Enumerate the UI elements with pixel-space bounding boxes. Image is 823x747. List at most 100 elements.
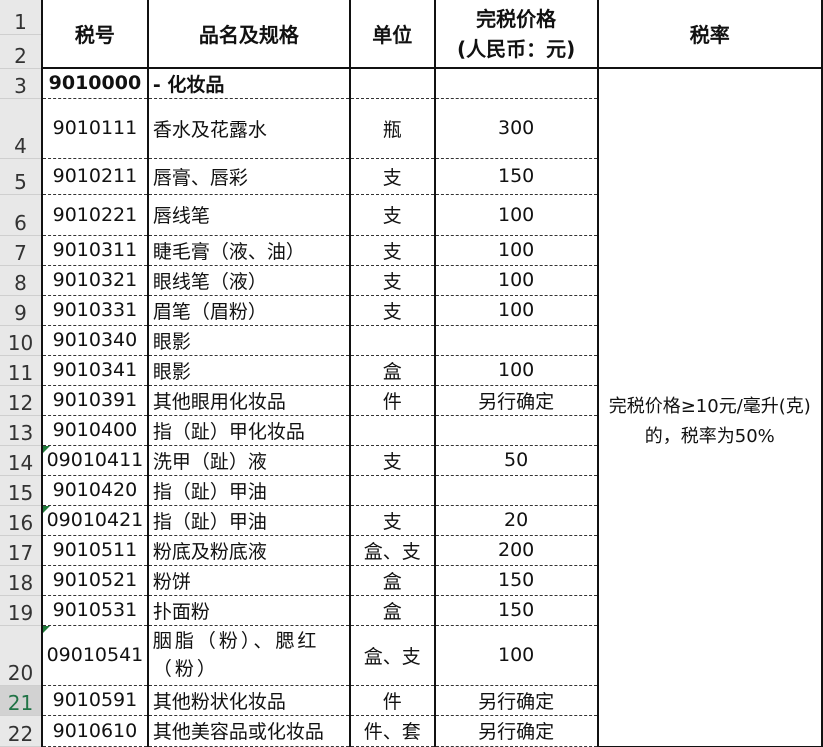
name-cell[interactable]: 眼线笔（液） <box>146 265 351 296</box>
rate-cell[interactable]: 完税价格≥10元/毫升(克)的，税率为50% <box>596 98 823 747</box>
name-cell[interactable]: 胭脂（粉）、腮红（粉） <box>146 625 351 686</box>
code-cell[interactable]: 9010591 <box>40 685 149 716</box>
code-cell[interactable]: 9010340 <box>40 325 149 356</box>
code-cell[interactable]: 9010511 <box>40 535 149 566</box>
unit-cell[interactable]: 盒 <box>348 595 436 626</box>
price-cell[interactable]: 100 <box>433 625 599 686</box>
row-header[interactable]: 14 <box>0 445 43 476</box>
row-header[interactable]: 11 <box>0 355 43 386</box>
unit-cell[interactable]: 件 <box>348 685 436 716</box>
name-cell[interactable]: 唇膏、唇彩 <box>146 158 351 195</box>
unit-cell[interactable]: 支 <box>348 295 436 326</box>
unit-cell[interactable]: 盒、支 <box>348 535 436 566</box>
unit-cell[interactable]: 支 <box>348 194 436 236</box>
row-header[interactable]: 19 <box>0 595 43 626</box>
price-cell[interactable]: 100 <box>433 355 599 386</box>
row-header[interactable]: 6 <box>0 194 43 236</box>
row-header[interactable]: 20 <box>0 625 43 686</box>
name-cell[interactable]: 睫毛膏（液、油） <box>146 235 351 266</box>
price-cell[interactable]: 150 <box>433 565 599 596</box>
unit-cell[interactable]: 支 <box>348 158 436 195</box>
code-cell[interactable]: 9010420 <box>40 475 149 506</box>
name-cell[interactable]: 洗甲（趾）液 <box>146 445 351 476</box>
unit-cell[interactable] <box>348 325 436 356</box>
price-cell[interactable]: 100 <box>433 235 599 266</box>
row-header[interactable]: 18 <box>0 565 43 596</box>
row-header[interactable]: 10 <box>0 325 43 356</box>
code-cell[interactable]: 9010610 <box>40 715 149 747</box>
category-code-cell[interactable]: 9010000 <box>40 68 149 99</box>
price-cell[interactable] <box>433 415 599 446</box>
code-cell[interactable]: 9010331 <box>40 295 149 326</box>
price-cell[interactable]: 100 <box>433 295 599 326</box>
name-cell[interactable]: 指（趾）甲化妆品 <box>146 415 351 446</box>
row-header[interactable]: 21 <box>0 685 43 716</box>
price-cell[interactable]: 20 <box>433 505 599 536</box>
row-header[interactable]: 17 <box>0 535 43 566</box>
code-cell[interactable]: 9010221 <box>40 194 149 236</box>
row-header[interactable]: 4 <box>0 98 43 159</box>
row-header[interactable]: 12 <box>0 385 43 416</box>
price-cell[interactable] <box>433 475 599 506</box>
row-header[interactable]: 13 <box>0 415 43 446</box>
unit-cell[interactable]: 支 <box>348 505 436 536</box>
name-cell[interactable]: 眉笔（眉粉） <box>146 295 351 326</box>
price-cell[interactable]: 另行确定 <box>433 685 599 716</box>
price-cell[interactable]: 另行确定 <box>433 715 599 747</box>
price-cell[interactable]: 200 <box>433 535 599 566</box>
row-header[interactable]: 5 <box>0 158 43 195</box>
category-rate-cell[interactable] <box>596 68 823 98</box>
name-cell[interactable]: 粉底及粉底液 <box>146 535 351 566</box>
price-cell[interactable]: 100 <box>433 265 599 296</box>
price-cell[interactable]: 150 <box>433 158 599 195</box>
price-cell[interactable]: 150 <box>433 595 599 626</box>
code-cell[interactable]: 9010400 <box>40 415 149 446</box>
code-cell[interactable]: 9010341 <box>40 355 149 386</box>
row-header[interactable]: 22 <box>0 715 43 747</box>
row-header[interactable]: 2 <box>0 34 43 69</box>
price-cell[interactable]: 另行确定 <box>433 385 599 416</box>
name-cell[interactable]: 其他粉状化妆品 <box>146 685 351 716</box>
unit-cell[interactable]: 盒 <box>348 355 436 386</box>
name-cell[interactable]: 眼影 <box>146 355 351 386</box>
name-cell[interactable]: 其他美容品或化妆品 <box>146 715 351 747</box>
unit-cell[interactable]: 件、套 <box>348 715 436 747</box>
row-header[interactable]: 7 <box>0 235 43 266</box>
category-name-cell[interactable]: - 化妆品 <box>146 68 351 99</box>
row-header[interactable]: 3 <box>0 68 43 99</box>
category-unit-cell[interactable] <box>348 68 436 99</box>
price-cell[interactable]: 50 <box>433 445 599 476</box>
name-cell[interactable]: 指（趾）甲油 <box>146 505 351 536</box>
name-cell[interactable]: 其他眼用化妆品 <box>146 385 351 416</box>
code-cell[interactable]: 9010311 <box>40 235 149 266</box>
name-cell[interactable]: 扑面粉 <box>146 595 351 626</box>
unit-cell[interactable]: 支 <box>348 265 436 296</box>
row-header[interactable]: 8 <box>0 265 43 296</box>
unit-cell[interactable] <box>348 475 436 506</box>
unit-cell[interactable]: 支 <box>348 235 436 266</box>
row-header[interactable]: 15 <box>0 475 43 506</box>
name-cell[interactable]: 香水及花露水 <box>146 98 351 159</box>
price-cell[interactable] <box>433 325 599 356</box>
unit-cell[interactable]: 支 <box>348 445 436 476</box>
category-price-cell[interactable] <box>433 68 599 99</box>
price-cell[interactable]: 100 <box>433 194 599 236</box>
price-cell[interactable]: 300 <box>433 98 599 159</box>
unit-cell[interactable]: 盒、支 <box>348 625 436 686</box>
row-header[interactable]: 16 <box>0 505 43 536</box>
row-header[interactable]: 9 <box>0 295 43 326</box>
code-cell[interactable]: 9010211 <box>40 158 149 195</box>
row-header[interactable]: 1 <box>0 0 43 35</box>
code-cell[interactable]: 09010421 <box>40 505 149 536</box>
unit-cell[interactable]: 瓶 <box>348 98 436 159</box>
name-cell[interactable]: 粉饼 <box>146 565 351 596</box>
code-cell[interactable]: 9010391 <box>40 385 149 416</box>
code-cell[interactable]: 09010541 <box>40 625 149 686</box>
name-cell[interactable]: 唇线笔 <box>146 194 351 236</box>
code-cell[interactable]: 9010521 <box>40 565 149 596</box>
unit-cell[interactable]: 件 <box>348 385 436 416</box>
code-cell[interactable]: 9010111 <box>40 98 149 159</box>
code-cell[interactable]: 9010531 <box>40 595 149 626</box>
unit-cell[interactable]: 盒 <box>348 565 436 596</box>
unit-cell[interactable] <box>348 415 436 446</box>
